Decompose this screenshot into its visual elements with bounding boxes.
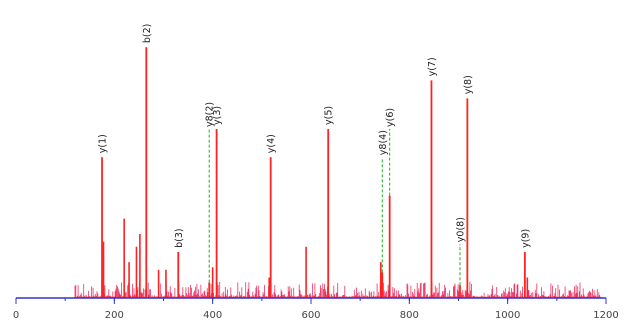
peak-label: y0(8) — [456, 217, 467, 242]
noise-peaks — [74, 281, 601, 298]
peak-label: b(2) — [142, 24, 153, 44]
peak-label: y(9) — [520, 229, 531, 248]
x-tick-label: 0 — [13, 310, 19, 321]
peak-label: y8(2) — [205, 102, 216, 127]
peak-labels: y(1) b(2) b(3) y(3)y8(2) y(4) y(5) y8(4) y(6) y(… — [98, 24, 532, 248]
x-tick-label: 400 — [203, 310, 222, 321]
peak-label: y(7) — [427, 57, 438, 76]
peak-label: b(3) — [174, 228, 185, 248]
x-axis-ticks: 0 200 400 600 800 1000 1200 — [13, 298, 619, 321]
peak-label: y8(4) — [378, 130, 389, 155]
peak-label: y(6) — [385, 108, 396, 127]
peak-label: y(5) — [324, 106, 335, 125]
x-tick-label: 1000 — [495, 310, 520, 321]
peak-label: y(3) — [212, 106, 223, 125]
x-tick-label: 1200 — [593, 310, 618, 321]
spectrum-peaks — [101, 47, 529, 298]
x-tick-label: 600 — [301, 310, 320, 321]
annotation-connectors — [208, 129, 461, 286]
x-tick-label: 200 — [105, 310, 124, 321]
peak-label: y(8) — [463, 75, 474, 94]
x-tick-label: 800 — [400, 310, 419, 321]
peak-label: y(4) — [266, 134, 277, 153]
peak-label: y(1) — [98, 134, 109, 153]
